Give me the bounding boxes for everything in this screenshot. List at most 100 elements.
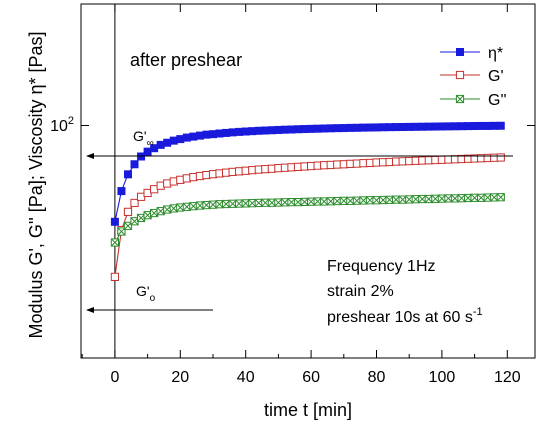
y-tick-label: 102 <box>50 115 74 135</box>
y-axis-title: Modulus G', G'' [Pa]; Viscosity η* [Pas] <box>26 31 46 338</box>
data-point <box>208 130 217 139</box>
data-point <box>431 194 440 203</box>
g-inf-label: G'∞ <box>133 128 154 149</box>
data-point <box>483 121 492 130</box>
data-point <box>267 126 276 135</box>
data-point <box>110 238 120 247</box>
legend: η* G' G'' <box>440 45 507 109</box>
data-point <box>320 124 329 133</box>
data-point <box>463 193 473 203</box>
data-point <box>163 138 172 147</box>
legend-entry: G'' <box>440 92 507 109</box>
series-2 <box>110 193 505 247</box>
data-point <box>294 125 303 134</box>
data-point <box>222 128 231 137</box>
data-point <box>169 136 178 145</box>
data-point <box>130 160 139 169</box>
data-point <box>326 197 335 206</box>
x-tick-label: 80 <box>368 369 386 386</box>
data-point <box>372 123 381 132</box>
data-point <box>130 198 139 208</box>
data-point <box>424 194 433 204</box>
data-point <box>235 127 244 136</box>
data-point <box>450 122 459 131</box>
data-point <box>189 202 198 211</box>
legend-label: G'' <box>488 92 507 109</box>
data-point <box>110 272 120 281</box>
legend-label: η* <box>488 45 503 62</box>
data-point <box>333 196 342 206</box>
data-point <box>352 123 361 132</box>
data-point <box>431 122 440 131</box>
data-point <box>241 127 250 136</box>
data-point <box>418 122 427 131</box>
data-point <box>156 140 165 149</box>
x-tick-label: 120 <box>494 369 521 386</box>
info-frequency: Frequency 1Hz <box>327 258 436 275</box>
info-strain: strain 2% <box>327 283 394 300</box>
x-axis: 0 20 40 60 80 100 120 <box>81 4 521 386</box>
data-point <box>254 126 263 135</box>
data-point <box>176 135 185 144</box>
series-0 <box>110 121 505 226</box>
data-point <box>455 48 464 57</box>
legend-label: G' <box>488 68 504 85</box>
data-point <box>450 194 460 203</box>
data-point <box>385 123 394 132</box>
series-layer <box>110 121 505 281</box>
data-point <box>280 198 290 207</box>
data-point <box>333 124 342 133</box>
data-point <box>455 70 465 80</box>
data-point <box>496 193 505 202</box>
x-tick-label: 20 <box>171 369 189 386</box>
data-point <box>313 124 322 133</box>
data-point <box>339 196 348 205</box>
info-preshear: preshear 10s at 60 s-1 <box>327 306 483 326</box>
data-point <box>339 124 348 133</box>
data-point <box>464 122 473 131</box>
series-line <box>114 156 501 277</box>
data-point <box>261 198 270 207</box>
data-point <box>248 127 257 136</box>
data-point <box>437 194 446 203</box>
data-point <box>215 129 224 138</box>
data-point <box>117 227 126 236</box>
data-point <box>398 122 407 131</box>
data-point <box>359 123 368 132</box>
data-point <box>405 122 414 131</box>
data-point <box>392 123 401 132</box>
data-point <box>307 197 316 206</box>
data-point <box>365 123 374 132</box>
data-point <box>143 147 152 156</box>
g-0-label: G'o <box>136 283 156 304</box>
data-point <box>457 122 466 131</box>
data-point <box>424 122 433 131</box>
y-axis: 102 <box>50 115 535 135</box>
data-point <box>444 122 453 131</box>
data-point <box>235 199 244 208</box>
data-point <box>477 121 486 130</box>
data-point <box>195 131 204 140</box>
data-point <box>136 213 146 223</box>
data-point <box>182 133 191 142</box>
plot-frame <box>80 3 536 359</box>
data-point <box>123 170 132 179</box>
data-point <box>228 128 237 137</box>
series-1 <box>110 153 505 281</box>
data-point <box>437 122 446 131</box>
data-point <box>261 126 270 135</box>
data-point <box>346 123 355 132</box>
data-point <box>202 200 211 210</box>
data-point <box>123 207 133 216</box>
x-tick-label: 40 <box>237 369 255 386</box>
data-point <box>411 122 420 131</box>
data-point <box>496 121 505 130</box>
condition-label: after preshear <box>130 50 242 70</box>
data-point <box>202 130 211 139</box>
data-point <box>287 125 296 134</box>
legend-entry: η* <box>440 45 503 62</box>
data-point <box>477 193 486 202</box>
x-tick-label: 0 <box>110 369 119 386</box>
data-point <box>455 94 465 104</box>
